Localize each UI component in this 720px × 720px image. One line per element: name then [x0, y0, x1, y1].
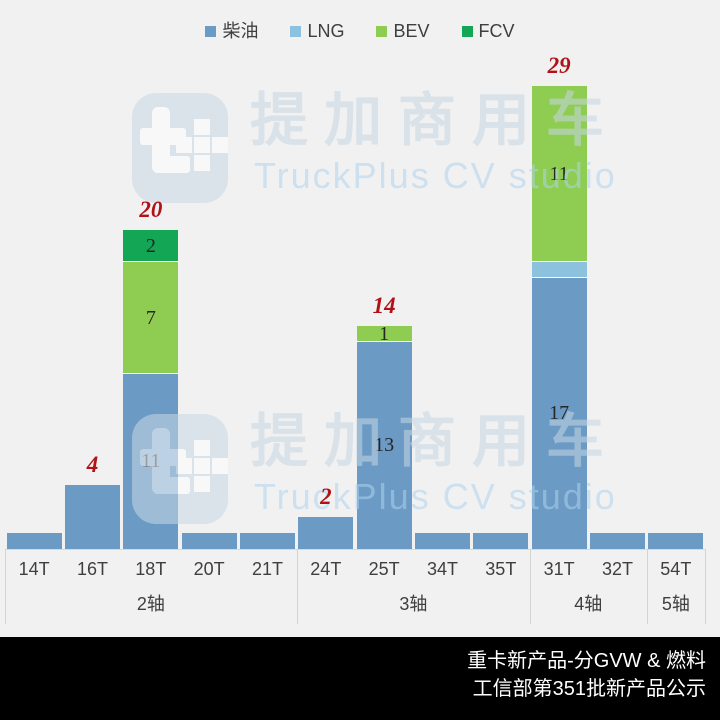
- bar-segment-柴油-32T: [589, 533, 645, 549]
- legend-swatch-icon: [376, 25, 388, 37]
- tick-label-54T: 54T: [660, 559, 692, 579]
- bar-segment-柴油-54T: [648, 533, 704, 549]
- total-label-25T: 14: [372, 292, 396, 318]
- legend-swatch-icon: [290, 25, 302, 37]
- tick-label-35T: 35T: [485, 559, 517, 579]
- legend-item-BEV: BEV: [376, 21, 430, 41]
- segment-value-label-25T-BEV: 1: [379, 322, 390, 345]
- legend-label: BEV: [393, 21, 430, 41]
- bar-segment-BEV-18T: [123, 261, 179, 374]
- tick-label-20T: 20T: [193, 559, 225, 579]
- x-axis: 14T 16T 18T 20T 21T 24T 25T 34T 35T 31T 32T 54T 2轴 3轴…: [5, 549, 706, 624]
- axis-baseline: [5, 549, 705, 550]
- bar-segment-柴油-25T: [356, 341, 412, 549]
- bar-segment-柴油-14T: [6, 533, 62, 549]
- segment-value-label-31T-BEV: 11: [549, 163, 569, 186]
- legend-label: FCV: [478, 21, 515, 41]
- bar-segment-柴油-31T: [531, 277, 587, 549]
- tick-label-34T: 34T: [426, 559, 458, 579]
- chart-source: 工信部第351批新产品公示: [472, 678, 706, 700]
- segment-value-label-25T-柴油: 13: [374, 434, 395, 457]
- group-label-2轴: 2轴: [136, 594, 165, 614]
- bar-segment-柴油-21T: [239, 533, 295, 549]
- total-label-24T: 2: [320, 484, 332, 510]
- bar-segment-BEV-31T: [531, 86, 587, 262]
- group-label-3轴: 3轴: [399, 594, 428, 614]
- tick-label-25T: 25T: [368, 559, 400, 579]
- legend-label: LNG: [307, 21, 345, 41]
- segment-value-label-31T-柴油: 17: [549, 402, 570, 425]
- total-label-31T: 29: [547, 53, 571, 79]
- legend-swatch-icon: [461, 25, 473, 37]
- bar-segment-柴油-16T: [64, 485, 120, 549]
- segment-value-label-18T-柴油: 11: [141, 450, 161, 473]
- axis-group-separator: [646, 549, 648, 624]
- axis-group-separator: [5, 549, 6, 624]
- axis-group-separator: [529, 549, 531, 624]
- bar-segment-柴油-35T: [473, 533, 529, 549]
- footer-bar: 重卡新产品-分GVW & 燃料 工信部第351批新产品公示: [0, 637, 720, 720]
- tick-label-32T: 32T: [601, 559, 633, 579]
- tick-label-21T: 21T: [251, 559, 283, 579]
- legend-label: 柴油: [222, 21, 259, 41]
- segment-value-label-18T-BEV: 7: [145, 306, 156, 329]
- tick-label-14T: 14T: [18, 559, 50, 579]
- axis-group-separator: [704, 549, 706, 624]
- bar-segment-柴油-34T: [414, 533, 470, 549]
- total-label-16T: 4: [86, 452, 99, 478]
- total-label-18T: 20: [139, 197, 163, 222]
- bar-segment-柴油-20T: [181, 533, 237, 549]
- legend: 柴油 LNG BEV FCV: [0, 18, 720, 44]
- bar-segment-FCV-18T: [123, 230, 179, 262]
- tick-label-16T: 16T: [76, 559, 108, 579]
- bar-segment-BEV-25T: [356, 325, 412, 342]
- group-label-5轴: 5轴: [661, 594, 690, 614]
- legend-item-LNG: LNG: [290, 22, 344, 40]
- legend-item-柴油: 柴油: [205, 22, 258, 40]
- tick-label-24T: 24T: [310, 559, 342, 579]
- axis-group-separator: [296, 549, 298, 624]
- legend-item-FCV: FCV: [461, 21, 515, 41]
- bar-segment-柴油-24T: [298, 517, 354, 549]
- tick-label-31T: 31T: [543, 559, 575, 579]
- tick-label-18T: 18T: [135, 559, 167, 579]
- bar-segment-LNG-31T: [531, 261, 587, 278]
- legend-swatch-icon: [205, 25, 217, 37]
- segment-value-label-18T-FCV: 2: [145, 234, 156, 257]
- chart-title: 重卡新产品-分GVW & 燃料: [467, 650, 706, 672]
- group-label-4轴: 4轴: [574, 594, 603, 614]
